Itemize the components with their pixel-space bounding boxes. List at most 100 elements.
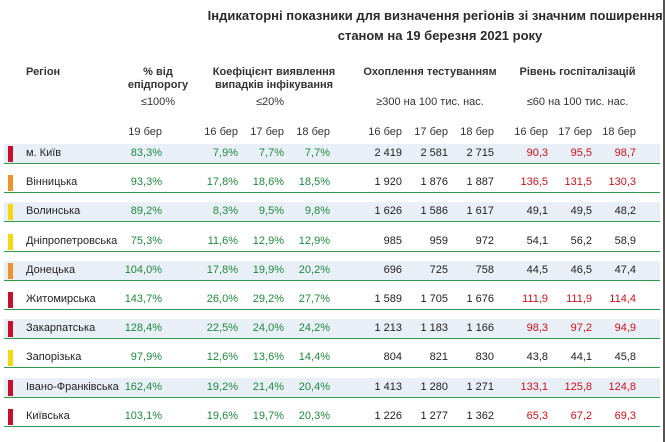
coef-value: 27,7% [298, 293, 330, 305]
header-testing-threshold: ≥300 на 100 тис. нас. [376, 96, 484, 108]
coef-value: 7,9% [212, 147, 238, 159]
hosp-value: 69,3 [614, 409, 636, 422]
hosp-value: 65,3 [526, 409, 548, 422]
hosp-value: 90,3 [526, 147, 548, 159]
hosp-value: 44,1 [570, 351, 592, 364]
epid-value: 162,4% [124, 380, 162, 393]
hosp-value: 49,5 [570, 205, 592, 218]
risk-level-marker [8, 175, 13, 192]
page-title: Індикаторні показники для визначення рег… [200, 6, 665, 46]
hosp-value: 49,1 [526, 205, 548, 218]
table-row: Закарпатська 128,4% 22,5% 24,0% 24,2% 1 213 1 … [4, 319, 660, 340]
date-hosp-16: 16 бер [514, 126, 548, 138]
region-name: Донецька [26, 263, 76, 276]
coef-value: 20,4% [298, 380, 330, 393]
coef-value: 19,2% [206, 380, 238, 393]
epid-value: 104,0% [124, 263, 162, 276]
coef-value: 19,6% [206, 409, 238, 422]
coef-value: 20,2% [298, 263, 330, 276]
test-value: 1 166 [466, 322, 494, 335]
date-epid: 19 бер [128, 126, 162, 138]
header-testing: Охоплення тестуванням [363, 66, 497, 78]
title-line-1: Індикаторні показники для визначення рег… [207, 8, 665, 23]
coef-value: 29,2% [252, 293, 284, 305]
date-coef-16: 16 бер [204, 126, 238, 138]
hosp-value: 97,2 [570, 322, 592, 335]
coef-value: 21,4% [252, 380, 284, 393]
risk-level-marker [8, 204, 13, 221]
test-value: 758 [475, 263, 494, 276]
hosp-value: 94,9 [614, 322, 636, 335]
coef-value: 26,0% [206, 293, 238, 305]
coef-value: 8,3% [212, 205, 238, 218]
date-test-18: 18 бер [460, 126, 494, 138]
header-hosp-threshold: ≤60 на 100 тис. нас. [526, 96, 629, 108]
hosp-value: 56,2 [570, 234, 592, 247]
hosp-value: 45,8 [614, 351, 636, 364]
test-value: 1 676 [466, 293, 494, 305]
epid-value: 83,3% [130, 147, 162, 159]
test-value: 1 626 [374, 205, 402, 218]
coef-value: 7,7% [258, 147, 284, 159]
hosp-value: 67,2 [570, 409, 592, 422]
test-value: 2 581 [420, 147, 448, 159]
epid-value: 93,3% [130, 176, 162, 189]
hosp-value: 136,5 [520, 176, 548, 189]
header-epid: % від епідпорогу [127, 66, 189, 91]
test-value: 1 589 [374, 293, 402, 305]
coef-value: 18,6% [252, 176, 284, 189]
hosp-value: 48,2 [614, 205, 636, 218]
test-value: 985 [383, 234, 402, 247]
coef-value: 9,8% [304, 205, 330, 218]
row-divider [4, 309, 660, 310]
title-line-2: станом на 19 березня 2021 року [337, 28, 543, 43]
table-row: Дніпропетровська 75,3% 11,6% 12,9% 12,9% 985 9… [4, 232, 660, 252]
region-name: Житомирська [26, 293, 96, 305]
coef-value: 12,6% [206, 351, 238, 364]
coef-value: 20,3% [298, 409, 330, 422]
hosp-value: 95,5 [570, 147, 592, 159]
coef-value: 7,7% [304, 147, 330, 159]
coef-value: 22,5% [206, 322, 238, 335]
date-hosp-18: 18 бер [602, 126, 636, 138]
coef-value: 12,9% [298, 234, 330, 247]
hosp-value: 124,8 [608, 380, 636, 393]
hosp-value: 47,4 [614, 263, 636, 276]
epid-value: 75,3% [130, 234, 162, 247]
coef-value: 17,8% [206, 176, 238, 189]
hosp-value: 133,1 [520, 380, 548, 393]
hosp-value: 131,5 [564, 176, 592, 189]
test-value: 1 271 [466, 380, 494, 393]
hosp-value: 111,9 [522, 293, 548, 305]
table-row: Донецька 104,0% 17,8% 19,9% 20,2% 696 725 758 44… [4, 260, 660, 281]
test-value: 2 419 [374, 147, 402, 159]
date-test-17: 17 бер [414, 126, 448, 138]
table-row: Київська 103,1% 19,6% 19,7% 20,3% 1 226 1 277 1… [4, 407, 660, 427]
region-name: Вінницька [26, 176, 78, 189]
coef-value: 18,5% [298, 176, 330, 189]
row-divider [4, 250, 660, 252]
test-value: 1 280 [420, 380, 448, 393]
hosp-value: 46,5 [570, 263, 592, 276]
coef-value: 19,9% [252, 263, 284, 276]
test-value: 2 715 [466, 147, 494, 159]
table-row: Волинська 89,2% 8,3% 9,5% 9,8% 1 626 1 586 1 61… [4, 202, 660, 223]
row-divider [4, 367, 660, 369]
epid-value: 143,7% [124, 293, 162, 305]
header-coef: Коефіцієнт виявлення випадків інфікуванн… [212, 66, 336, 91]
coef-value: 13,6% [252, 351, 284, 364]
coef-value: 11,6% [207, 234, 238, 247]
test-value: 696 [383, 263, 402, 276]
table-row: Івано-Франківська 162,4% 19,2% 21,4% 20,4% 1 … [4, 377, 660, 398]
risk-level-marker [8, 233, 13, 250]
coef-value: 19,7% [252, 409, 284, 422]
page-edge-line [663, 0, 665, 442]
hosp-value: 54,1 [526, 234, 548, 247]
region-name: м. Київ [26, 147, 62, 159]
row-divider [4, 163, 660, 164]
date-test-16: 16 бер [368, 126, 402, 138]
test-value: 959 [429, 234, 448, 247]
test-value: 830 [475, 351, 494, 364]
row-divider [4, 396, 660, 398]
row-divider [4, 221, 660, 223]
